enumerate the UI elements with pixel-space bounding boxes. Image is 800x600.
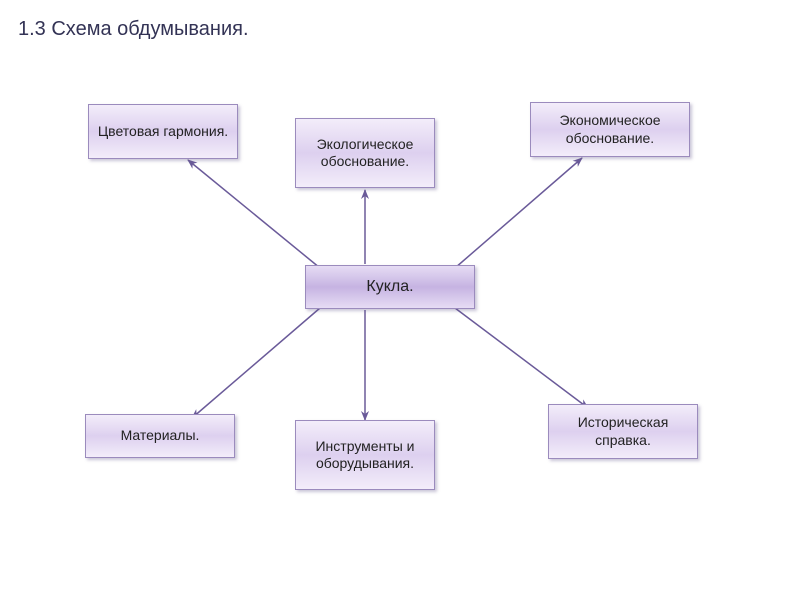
center-node: Кукла.: [305, 265, 475, 309]
outer-node-n4: Материалы.: [85, 414, 235, 458]
outer-node-n2: Экологическое обоснование.: [295, 118, 435, 188]
edge-2: [455, 158, 582, 268]
outer-node-n5: Инструменты и оборудывания.: [295, 420, 435, 490]
outer-node-n6: Историческая справка.: [548, 404, 698, 459]
outer-node-n3: Экономическое обоснование.: [530, 102, 690, 157]
outer-node-n1: Цветовая гармония.: [88, 104, 238, 159]
edge-3: [192, 308, 320, 418]
edge-5: [455, 308, 588, 408]
page-title: 1.3 Схема обдумывания.: [18, 18, 249, 41]
